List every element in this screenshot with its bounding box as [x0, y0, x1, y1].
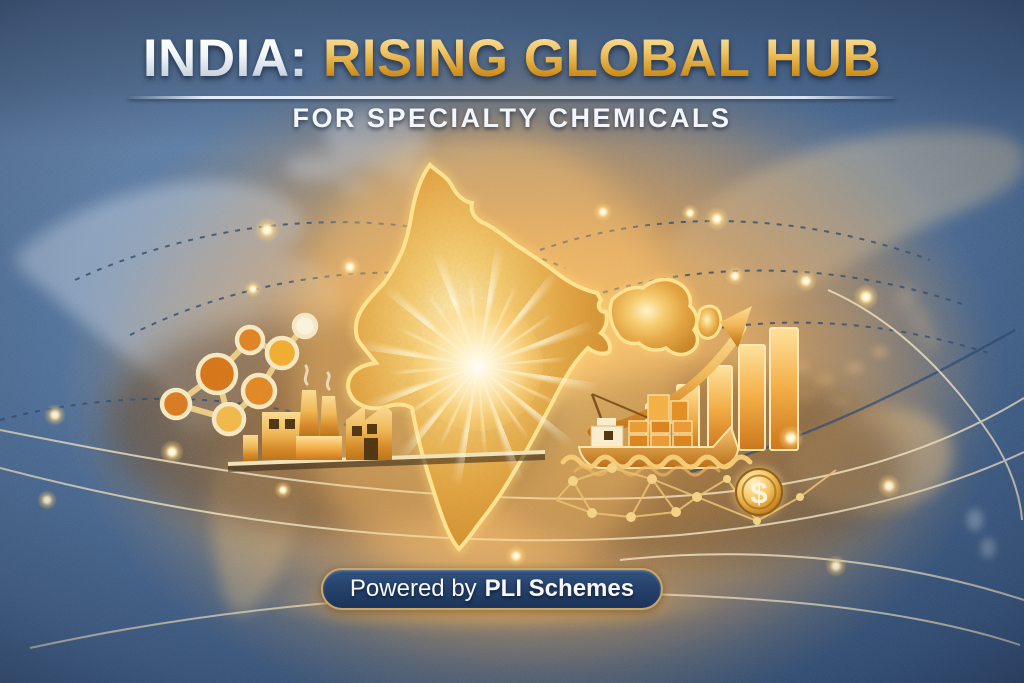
- pli-banner: Powered by PLI Schemes: [320, 568, 664, 610]
- subtitle: FOR SPECIALTY CHEMICALS: [292, 103, 732, 133]
- title-prefix: INDIA:: [142, 29, 308, 88]
- main-title: INDIA: RISING GLOBAL HUB: [0, 31, 1024, 87]
- title-divider: [128, 96, 896, 99]
- banner-prefix: Powered by: [349, 575, 477, 602]
- title-highlight: RISING GLOBAL HUB: [323, 29, 882, 88]
- banner-emphasis: PLI Schemes: [484, 575, 635, 602]
